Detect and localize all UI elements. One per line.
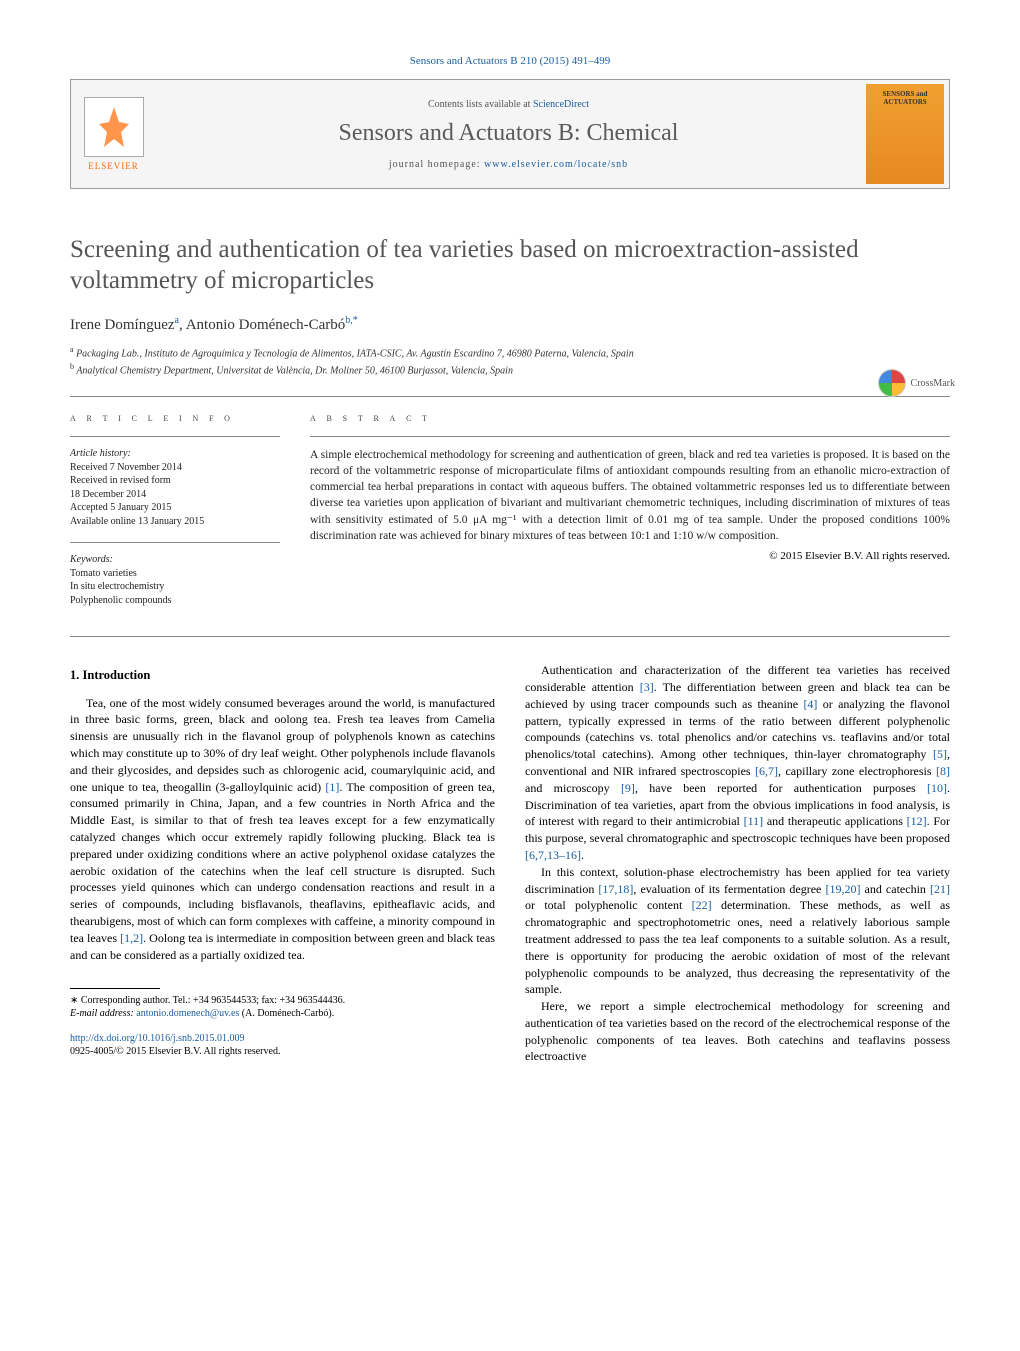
citation-link[interactable]: [21] xyxy=(930,882,950,896)
divider xyxy=(70,636,950,637)
body-paragraph: In this context, solution-phase electroc… xyxy=(525,864,950,998)
section-heading-introduction: 1. Introduction xyxy=(70,667,495,685)
history-line: Accepted 5 January 2015 xyxy=(70,501,280,515)
journal-title: Sensors and Actuators B: Chemical xyxy=(166,120,851,147)
authors-list: Irene Domíngueza, Antonio Doménech-Carbó… xyxy=(70,315,950,334)
citation-link[interactable]: [8] xyxy=(936,764,950,778)
citation-link[interactable]: [6,7,13–16] xyxy=(525,848,581,862)
divider xyxy=(70,436,280,437)
contents-available: Contents lists available at ScienceDirec… xyxy=(166,99,851,110)
footnotes: ∗ Corresponding author. Tel.: +34 963544… xyxy=(70,994,495,1020)
corresponding-star-icon: * xyxy=(353,315,358,326)
abstract-heading: a b s t r a c t xyxy=(310,412,950,424)
citation-link[interactable]: [1] xyxy=(325,780,339,794)
corresponding-star-icon: ∗ xyxy=(70,995,81,1006)
elsevier-tree-icon xyxy=(84,97,144,157)
keyword: Tomato varieties xyxy=(70,567,280,581)
keywords-label: Keywords: xyxy=(70,553,280,567)
citation-link[interactable]: [5] xyxy=(933,747,947,761)
citation-link[interactable]: [17,18] xyxy=(598,882,633,896)
email-link[interactable]: antonio.domenech@uv.es xyxy=(136,1008,239,1019)
citation-link[interactable]: [3] xyxy=(640,680,654,694)
history-line: Received in revised form xyxy=(70,474,280,488)
history-line: Available online 13 January 2015 xyxy=(70,515,280,529)
elsevier-label: ELSEVIER xyxy=(88,161,139,171)
article-title: Screening and authentication of tea vari… xyxy=(70,234,950,297)
sciencedirect-link[interactable]: ScienceDirect xyxy=(533,99,589,110)
citation-link[interactable]: [19,20] xyxy=(825,882,860,896)
citation-link[interactable]: [1,2] xyxy=(120,931,143,945)
body-paragraph: Authentication and characterization of t… xyxy=(525,662,950,864)
body-paragraph: Here, we report a simple electrochemical… xyxy=(525,998,950,1065)
keyword: In situ electrochemistry xyxy=(70,580,280,594)
article-body: 1. Introduction Tea, one of the most wid… xyxy=(70,662,950,1065)
crossmark-icon xyxy=(878,369,906,397)
keyword: Polyphenolic compounds xyxy=(70,594,280,608)
journal-header: ELSEVIER Contents lists available at Sci… xyxy=(70,79,950,189)
citation-link[interactable]: [22] xyxy=(692,898,712,912)
history-line: 18 December 2014 xyxy=(70,488,280,502)
body-paragraph: Tea, one of the most widely consumed bev… xyxy=(70,695,495,964)
history-line: Received 7 November 2014 xyxy=(70,461,280,475)
doi-link[interactable]: http://dx.doi.org/10.1016/j.snb.2015.01.… xyxy=(70,1033,245,1044)
journal-reference: Sensors and Actuators B 210 (2015) 491–4… xyxy=(70,55,950,67)
doi-block: http://dx.doi.org/10.1016/j.snb.2015.01.… xyxy=(70,1032,495,1058)
history-label: Article history: xyxy=(70,447,280,461)
journal-homepage: journal homepage: www.elsevier.com/locat… xyxy=(166,159,851,170)
divider xyxy=(310,436,950,437)
citation-link[interactable]: [11] xyxy=(744,814,764,828)
elsevier-logo[interactable]: ELSEVIER xyxy=(71,80,156,188)
journal-cover-thumbnail: SENSORS and ACTUATORS xyxy=(866,84,944,184)
homepage-link[interactable]: www.elsevier.com/locate/snb xyxy=(484,159,628,170)
citation-link[interactable]: [6,7] xyxy=(755,764,778,778)
affiliations: a Packaging Lab., Instituto de Agroquími… xyxy=(70,344,950,379)
citation-link[interactable]: [10] xyxy=(927,781,947,795)
abstract-text: A simple electrochemical methodology for… xyxy=(310,447,950,544)
abstract-copyright: © 2015 Elsevier B.V. All rights reserved… xyxy=(310,550,950,562)
citation-link[interactable]: [12] xyxy=(907,814,927,828)
citation-link[interactable]: [9] xyxy=(621,781,635,795)
citation-link[interactable]: [4] xyxy=(803,697,817,711)
crossmark-badge[interactable]: CrossMark xyxy=(878,369,955,397)
footnote-separator xyxy=(70,988,160,989)
article-info-heading: a r t i c l e i n f o xyxy=(70,412,280,424)
divider xyxy=(70,542,280,543)
